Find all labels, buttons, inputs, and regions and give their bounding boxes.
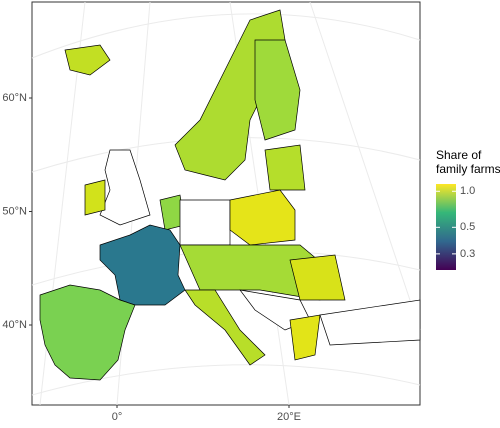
legend-title: family farms xyxy=(436,162,500,176)
lat-label: 50°N xyxy=(2,205,27,217)
romania-bulgaria xyxy=(289,254,346,301)
colorbar-label: 1.0 xyxy=(460,185,475,197)
lat-label: 60°N xyxy=(2,92,27,104)
iberia xyxy=(39,284,136,381)
colorbar xyxy=(436,184,456,270)
great-britain xyxy=(99,149,151,226)
finland xyxy=(254,39,301,141)
italy xyxy=(184,289,266,366)
ireland xyxy=(84,179,106,216)
germany xyxy=(179,199,231,246)
legend-title: Share of xyxy=(436,148,482,162)
baltics xyxy=(264,144,306,191)
colorbar-label: 0.3 xyxy=(460,248,475,260)
poland xyxy=(229,189,296,246)
greece xyxy=(289,314,321,361)
lon-label: 0° xyxy=(112,411,123,423)
map-panel xyxy=(31,1,421,406)
graticule xyxy=(31,364,421,396)
turkey xyxy=(319,299,421,346)
colorbar-label: 0.5 xyxy=(460,221,475,233)
lon-label: 20°E xyxy=(277,411,301,423)
iceland xyxy=(64,44,111,76)
lat-label: 40°N xyxy=(2,319,27,331)
graticule xyxy=(309,1,421,331)
graticule xyxy=(31,13,421,59)
